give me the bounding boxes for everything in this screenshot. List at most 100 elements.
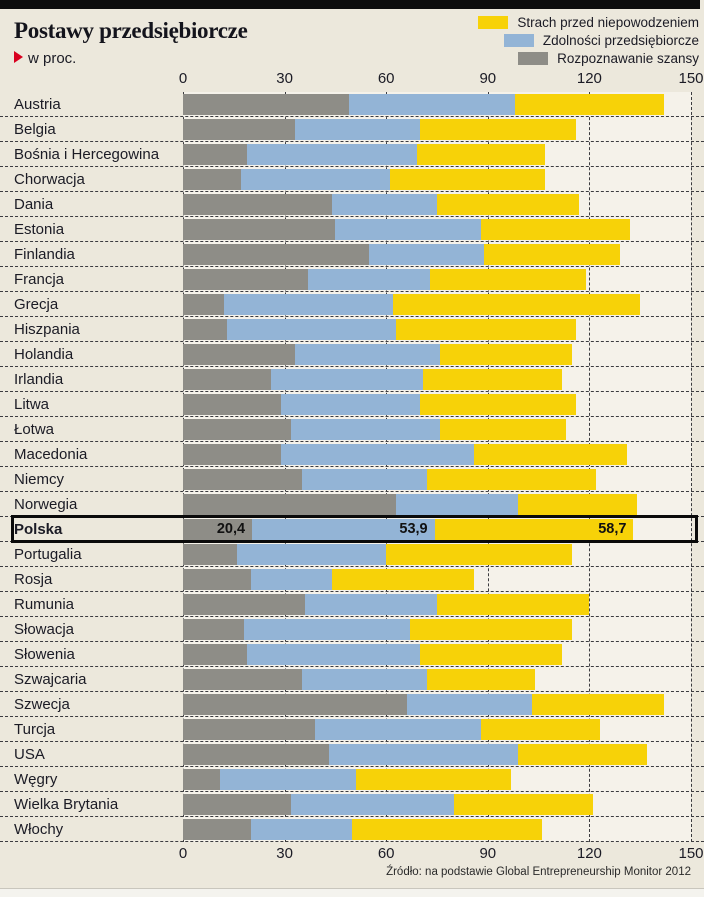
bar-segment-opportunity bbox=[183, 369, 272, 390]
stacked-bar-chart: Austria Belgia Bośnia i Hercegowina Chorwac… bbox=[0, 92, 704, 842]
page-subtitle: w proc. bbox=[14, 50, 76, 67]
bar-segment-fear bbox=[396, 319, 576, 340]
bar-segment-abilities bbox=[335, 219, 482, 240]
gridline bbox=[487, 92, 489, 842]
bar-segment-opportunity bbox=[183, 144, 248, 165]
bar-segment-fear bbox=[416, 144, 546, 165]
chart-row: Irlandia bbox=[0, 367, 704, 392]
bar-segment-opportunity bbox=[183, 469, 302, 490]
stacked-bar bbox=[183, 94, 664, 115]
bar-segment-fear bbox=[436, 194, 580, 215]
row-label: Wielka Brytania bbox=[14, 796, 119, 813]
chart-row: Rosja bbox=[0, 567, 704, 592]
axis-tick-label: 0 bbox=[178, 845, 188, 862]
row-label: Portugalia bbox=[14, 546, 82, 563]
bar-segment-abilities bbox=[308, 269, 431, 290]
row-label: Słowenia bbox=[14, 646, 75, 663]
bar-segment-abilities bbox=[369, 244, 485, 265]
chart-row: Łotwa bbox=[0, 417, 704, 442]
bar-segment-opportunity bbox=[183, 669, 302, 690]
stacked-bar bbox=[183, 244, 620, 265]
chart-row: Finlandia bbox=[0, 242, 704, 267]
bar-segment-opportunity bbox=[183, 319, 228, 340]
bar-segment-abilities bbox=[301, 669, 427, 690]
bottom-divider bbox=[0, 888, 704, 889]
chart-row: Turcja bbox=[0, 717, 704, 742]
axis-tick-label: 60 bbox=[377, 845, 395, 862]
chart-row: Francja bbox=[0, 267, 704, 292]
bar-segment-opportunity bbox=[183, 294, 224, 315]
legend-item: Strach przed niepowodzeniem bbox=[478, 13, 699, 31]
row-label: Dania bbox=[14, 196, 54, 213]
bar-segment-opportunity bbox=[183, 819, 251, 840]
bar-segment-abilities bbox=[396, 494, 519, 515]
rows-layer: Austria Belgia Bośnia i Hercegowina Chorwac… bbox=[0, 92, 704, 842]
bar-segment-abilities bbox=[237, 544, 387, 565]
bar-segment-fear bbox=[426, 469, 597, 490]
row-label: Włochy bbox=[14, 821, 64, 838]
bar-segment-fear bbox=[484, 244, 620, 265]
chart-row: Estonia bbox=[0, 217, 704, 242]
legend-swatch-icon bbox=[478, 15, 509, 29]
legend-swatch-icon bbox=[518, 51, 549, 65]
stacked-bar bbox=[183, 269, 586, 290]
row-label: Łotwa bbox=[14, 421, 55, 438]
stacked-bar bbox=[183, 219, 631, 240]
stacked-bar bbox=[183, 569, 475, 590]
bar-segment-opportunity bbox=[183, 694, 407, 715]
legend-swatch-icon bbox=[503, 33, 534, 47]
bar-segment-abilities bbox=[348, 94, 515, 115]
page-title: Postawy przedsiębiorcze bbox=[14, 18, 248, 43]
stacked-bar bbox=[183, 119, 576, 140]
row-label: Szwecja bbox=[14, 696, 70, 713]
bar-segment-opportunity bbox=[183, 544, 238, 565]
bar-segment-abilities bbox=[332, 194, 437, 215]
chart-row: Holandia bbox=[0, 342, 704, 367]
bar-segment-fear bbox=[426, 669, 536, 690]
axis-tick-label: 120 bbox=[576, 70, 602, 87]
bar-segment-fear bbox=[436, 594, 590, 615]
stacked-bar bbox=[183, 769, 512, 790]
chart-row: Belgia bbox=[0, 117, 704, 142]
chart-row: Litwa bbox=[0, 392, 704, 417]
gridline bbox=[386, 92, 388, 842]
bar-segment-fear bbox=[514, 94, 664, 115]
row-label: Niemcy bbox=[14, 471, 65, 488]
bar-segment-opportunity bbox=[183, 619, 244, 640]
chart-row: Słowenia bbox=[0, 642, 704, 667]
row-label: Francja bbox=[14, 271, 65, 288]
bar-segment-opportunity bbox=[183, 269, 309, 290]
bar-segment-fear bbox=[440, 419, 566, 440]
row-label: Holandia bbox=[14, 346, 74, 363]
row-label: Norwegia bbox=[14, 496, 78, 513]
stacked-bar bbox=[183, 319, 576, 340]
axis-top: 0 30 60 90 120 150 bbox=[0, 70, 704, 88]
bar-segment-fear bbox=[518, 494, 637, 515]
stacked-bar bbox=[183, 144, 546, 165]
top-rule bbox=[0, 0, 700, 9]
chart-row: Szwecja bbox=[0, 692, 704, 717]
axis-tick-label: 150 bbox=[678, 70, 704, 87]
bar-segment-abilities bbox=[291, 419, 441, 440]
row-label: Macedonia bbox=[14, 446, 88, 463]
row-label: USA bbox=[14, 746, 45, 763]
bar-segment-opportunity bbox=[183, 769, 221, 790]
bar-segment-opportunity bbox=[183, 194, 332, 215]
bar-segment-fear bbox=[423, 369, 563, 390]
bar-segment-abilities bbox=[271, 369, 424, 390]
gridline bbox=[589, 92, 591, 842]
bar-segment-fear bbox=[453, 794, 593, 815]
bar-segment-abilities bbox=[328, 744, 519, 765]
bar-segment-opportunity bbox=[183, 719, 316, 740]
row-label: Chorwacja bbox=[14, 171, 85, 188]
axis-tick-label: 150 bbox=[678, 845, 704, 862]
legend-label: Rozpoznawanie szansy bbox=[557, 50, 699, 66]
axis-tick-label: 60 bbox=[377, 70, 395, 87]
stacked-bar bbox=[183, 294, 641, 315]
gridline bbox=[691, 92, 692, 842]
row-label: Słowacja bbox=[14, 621, 75, 638]
row-label: Polska bbox=[14, 521, 63, 538]
row-label: Hiszpania bbox=[14, 321, 80, 338]
bar-segment-abilities bbox=[315, 719, 482, 740]
axis-tick-label: 90 bbox=[479, 70, 497, 87]
